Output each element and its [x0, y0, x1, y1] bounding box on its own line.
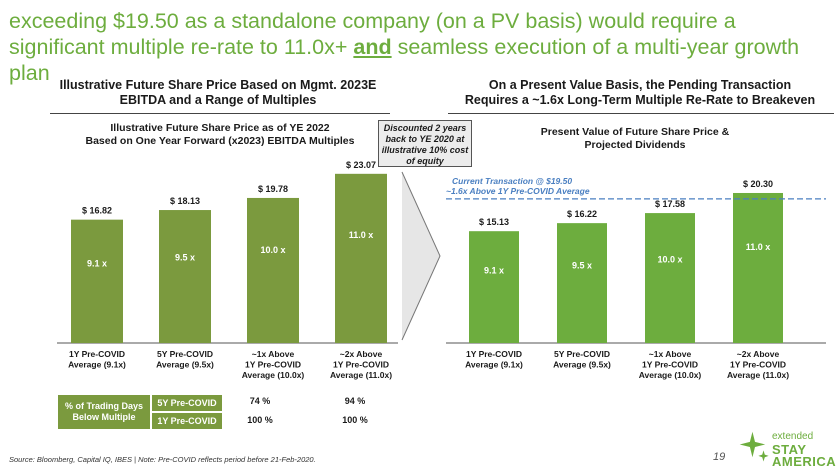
category-label-4: ~2x Above 1Y Pre-COVID Average (11.0x) [727, 349, 789, 380]
right-panel-divider [448, 113, 834, 114]
logo-text-extended: extended [772, 431, 814, 442]
category-label-line: ~2x Above [737, 349, 780, 359]
category-label-line: 1Y Pre-COVID [642, 360, 698, 370]
trading-cell-5y-col4: 94 % [344, 396, 366, 406]
category-label-line: Average (11.0x) [330, 370, 392, 380]
category-label-line: 1Y Pre-COVID [466, 349, 522, 359]
category-label-line: ~1x Above [252, 349, 295, 359]
category-label-2: 5Y Pre-COVID Average (9.5x) [156, 349, 214, 370]
logo-text-america: AMERICA [772, 454, 837, 469]
category-label-2: 5Y Pre-COVID Average (9.5x) [553, 349, 611, 370]
headline-emphasis: and [353, 35, 392, 59]
reference-line-label-1: Current Transaction @ $19.50 [452, 176, 572, 186]
category-label-line: 1Y Pre-COVID [730, 360, 786, 370]
right-panel-title: On a Present Value Basis, the Pending Tr… [445, 78, 835, 108]
right-chart-subtitle-line1: Present Value of Future Share Price & [540, 126, 730, 138]
bar-multiple-label-4: 11.0 x [746, 242, 771, 252]
left-panel-title-line2: EBITDA and a Range of Multiples [119, 93, 317, 107]
bar-value-label-2: $ 16.22 [567, 209, 597, 219]
trading-row-label-1y: 1Y Pre-COVID [152, 413, 222, 429]
discount-callout: Discounted 2 years back to YE 2020 at il… [378, 120, 472, 167]
left-bar-chart: $ 16.829.1 x1Y Pre-COVID Average (9.1x)$ … [57, 160, 398, 380]
right-panel-title-line1: On a Present Value Basis, the Pending Tr… [488, 78, 792, 92]
category-label-1: 1Y Pre-COVID Average (9.1x) [68, 349, 126, 370]
bar-4 [335, 173, 387, 343]
trading-row-label-5y: 5Y Pre-COVID [152, 395, 222, 411]
left-chart-subtitle: Illustrative Future Share Price as of YE… [60, 122, 380, 148]
star-sparkle-icon [739, 431, 769, 462]
bar-value-label-1: $ 16.82 [82, 206, 112, 216]
headline-part1: exceeding $19.50 as a standalone company… [9, 9, 736, 59]
trading-days-label: % of Trading Days Below Multiple [58, 395, 150, 429]
bar-2 [159, 210, 211, 343]
category-label-line: Average (10.0x) [242, 370, 305, 380]
bar-3 [247, 197, 299, 343]
trading-cell-5y-col3: 74 % [249, 396, 271, 406]
right-chart-subtitle-line2: Projected Dividends [584, 139, 686, 151]
category-label-3: ~1x Above 1Y Pre-COVID Average (10.0x) [242, 349, 305, 380]
bar-multiple-label-3: 10.0 x [260, 245, 285, 255]
transition-chevron-arrow [401, 171, 441, 341]
bar-2 [557, 223, 607, 343]
bar-value-label-1: $ 15.13 [479, 217, 509, 227]
reference-line-label-2: ~1.6x Above 1Y Pre-COVID Average [446, 186, 590, 196]
right-chart-subtitle: Present Value of Future Share Price & Pr… [500, 126, 770, 152]
category-label-line: Average (9.5x) [553, 360, 611, 370]
logo-text-stay: STAY [772, 442, 807, 457]
category-label-line: ~1x Above [649, 349, 692, 359]
left-panel-title: Illustrative Future Share Price Based on… [48, 78, 388, 108]
bar-1 [71, 219, 123, 343]
bar-value-label-2: $ 18.13 [170, 196, 200, 206]
category-label-line: Average (9.5x) [156, 360, 214, 370]
category-label-line: 1Y Pre-COVID [245, 360, 301, 370]
source-note: Source: Bloomberg, Capital IQ, IBES | No… [9, 455, 316, 464]
bar-multiple-label-3: 10.0 x [657, 254, 682, 264]
right-bar-chart: $ 15.139.1 x1Y Pre-COVID Average (9.1x)$ … [446, 176, 826, 380]
bar-value-label-4: $ 20.30 [743, 179, 773, 189]
bar-value-label-3: $ 19.78 [258, 184, 288, 194]
category-label-4: ~2x Above 1Y Pre-COVID Average (11.0x) [330, 349, 392, 380]
callout-line1: Discounted 2 years [383, 123, 467, 133]
page-number: 19 [713, 451, 726, 463]
bar-multiple-label-4: 11.0 x [349, 230, 374, 240]
trading-cell-1y-col3: 100 % [247, 415, 273, 425]
left-panel-divider [50, 113, 390, 114]
category-label-line: 1Y Pre-COVID [333, 360, 389, 370]
callout-line2: back to YE 2020 at [385, 134, 465, 144]
bar-value-label-3: $ 17.58 [655, 199, 685, 209]
category-label-1: 1Y Pre-COVID Average (9.1x) [465, 349, 523, 370]
bar-3 [645, 213, 695, 343]
callout-line3: illustrative 10% cost [381, 145, 469, 155]
left-chart-subtitle-line2: Based on One Year Forward (x2023) EBITDA… [85, 135, 355, 147]
category-label-line: 1Y Pre-COVID [69, 349, 125, 359]
bar-multiple-label-1: 9.1 x [87, 259, 107, 269]
callout-line4: of equity [406, 156, 444, 166]
trading-cell-1y-col4: 100 % [342, 415, 368, 425]
trading-days-label-line1: % of Trading Days [64, 401, 144, 411]
category-label-line: Average (9.1x) [68, 360, 126, 370]
category-label-line: 5Y Pre-COVID [554, 349, 610, 359]
bar-multiple-label-2: 9.5 x [572, 261, 592, 271]
category-label-line: Average (10.0x) [639, 370, 702, 380]
bar-multiple-label-1: 9.1 x [484, 266, 504, 276]
right-panel-title-line2: Requires a ~1.6x Long-Term Multiple Re-R… [464, 93, 816, 107]
headline: exceeding $19.50 as a standalone company… [9, 8, 834, 86]
headline-part2: seamless execution of a multi-year growt… [9, 35, 800, 85]
bar-multiple-label-2: 9.5 x [175, 253, 195, 263]
category-label-line: Average (9.1x) [465, 360, 523, 370]
bar-value-label-4: $ 23.07 [346, 160, 376, 170]
bar-4 [733, 192, 783, 343]
left-chart-subtitle-line1: Illustrative Future Share Price as of YE… [110, 122, 330, 134]
category-label-line: 5Y Pre-COVID [157, 349, 213, 359]
left-panel-title-line1: Illustrative Future Share Price Based on… [59, 78, 377, 92]
trading-days-label-line2: Below Multiple [72, 412, 136, 422]
category-label-3: ~1x Above 1Y Pre-COVID Average (10.0x) [639, 349, 702, 380]
category-label-line: Average (11.0x) [727, 370, 789, 380]
category-label-line: ~2x Above [340, 349, 383, 359]
bar-1 [469, 231, 519, 343]
